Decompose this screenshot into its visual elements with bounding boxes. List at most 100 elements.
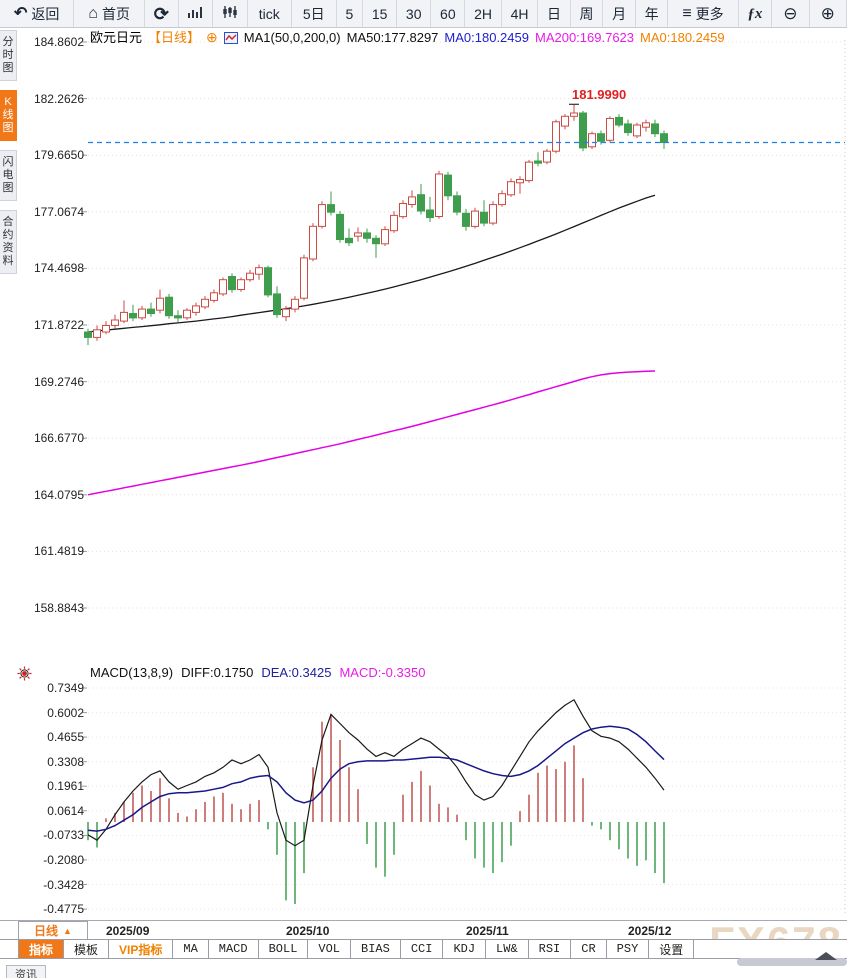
macd-header: MACD(13,8,9) DIFF:0.1750 DEA:0.3425 MACD:-0… xyxy=(90,665,433,680)
zoom-out-icon: ⊖ xyxy=(783,4,798,23)
tab-kdj[interactable]: KDJ xyxy=(443,940,487,958)
horizontal-scrollbar[interactable] xyxy=(737,958,847,966)
toolbar-item-more[interactable]: ≡ 更多 xyxy=(668,0,739,27)
price-axis-tick: 179.6650 xyxy=(33,148,84,163)
toolbar-item-label: 返回 xyxy=(31,5,60,22)
macd-axis-tick: -0.2080 xyxy=(43,852,84,867)
price-axis-tick: 164.0795 xyxy=(33,487,84,502)
toolbar-item-day[interactable]: 日 xyxy=(538,0,571,27)
tab-vip指标[interactable]: VIP指标 xyxy=(109,940,174,958)
toolbar-item-month[interactable]: 月 xyxy=(603,0,636,27)
toolbar-item-label: 月 xyxy=(612,5,627,22)
toolbar-item-30[interactable]: 30 xyxy=(397,0,432,27)
toolbar-item-label: tick xyxy=(258,5,280,22)
price-axis-tick: 182.2626 xyxy=(33,91,84,106)
toolbar-item-back[interactable]: ↶ 返回 xyxy=(0,0,75,27)
chart-header: 欧元日元 【日线】 ⊕ MA1(50,0,200,0) MA50:177.8297 MA0… xyxy=(90,27,731,47)
tab-rsi[interactable]: RSI xyxy=(529,940,572,958)
tab-cr[interactable]: CR xyxy=(571,940,607,958)
macd-axis-tick: 0.4655 xyxy=(47,730,84,745)
toolbar-item-label: 5 xyxy=(345,5,354,22)
panel-collapse-arrow[interactable] xyxy=(815,952,837,960)
toolbar-item-label: 30 xyxy=(405,5,422,22)
high-price-annotation: 181.9990 xyxy=(572,87,627,103)
toolbar-item-week[interactable]: 周 xyxy=(571,0,604,27)
back-icon: ↶ xyxy=(13,5,28,22)
toolbar-item-label: 5日 xyxy=(302,5,325,22)
add-overlay-icon[interactable]: ⊕ xyxy=(206,29,218,45)
chevron-up-icon: ▲ xyxy=(63,925,72,936)
indicator-settings-icon[interactable] xyxy=(17,666,32,686)
macd-diff-value: DIFF:0.1750 xyxy=(181,665,254,680)
macd-axis-tick: 0.3308 xyxy=(47,754,84,769)
toolbar-item-refresh[interactable]: ⟳ xyxy=(145,0,179,27)
toolbar-item-tick[interactable]: tick xyxy=(248,0,292,27)
top-toolbar: ↶ 返回 ⌂ 首页 ⟳ tick 5日 5 15 30 60 2H 4H 日周月年 ≡ 更多 ƒx ⊖ ⊕ xyxy=(0,0,847,28)
ma200-value: MA200:169.7623 xyxy=(534,30,635,45)
toolbar-item-label: 周 xyxy=(579,5,594,22)
macd-axis-tick: 0.1961 xyxy=(47,779,84,794)
macd-axis-tick: 0.7349 xyxy=(47,681,84,695)
fx-icon: ƒx xyxy=(747,5,763,22)
toolbar-item-label: 2H xyxy=(474,5,493,22)
ma50-value: MA50:177.8297 xyxy=(346,30,439,45)
price-axis-tick: 158.8843 xyxy=(33,601,84,615)
date-axis-tick: 2025/12 xyxy=(628,924,672,938)
tab-vol[interactable]: VOL xyxy=(308,940,352,958)
macd-axis-tick: 0.0614 xyxy=(47,803,84,818)
tab-ma[interactable]: MA xyxy=(173,940,209,958)
tab-设置[interactable]: 设置 xyxy=(649,940,695,958)
price-axis-tick: 171.8722 xyxy=(33,318,84,332)
price-axis-tick: 184.8602 xyxy=(33,35,84,49)
ma-chart-icon[interactable] xyxy=(223,32,238,47)
macd-axis-tick: -0.3428 xyxy=(43,877,84,892)
tab-news[interactable]: 资讯 xyxy=(6,965,46,978)
xaxis-band xyxy=(0,920,847,940)
toolbar-item-15[interactable]: 15 xyxy=(363,0,398,27)
macd-settings-label[interactable]: MACD(13,8,9) xyxy=(90,665,174,680)
toolbar-item-zoom-out[interactable]: ⊖ xyxy=(772,0,810,27)
toolbar-item-home[interactable]: ⌂ 首页 xyxy=(74,0,145,27)
indicator-tabbar: 指标 模板 VIP指标 MA MACD BOLL VOL BIAS CCI KDJ LW& RSI CR… xyxy=(0,939,847,959)
toolbar-item-label: 4H xyxy=(510,5,529,22)
toolbar-item-line-chart[interactable] xyxy=(179,0,214,27)
toolbar-item-5d[interactable]: 5日 xyxy=(292,0,337,27)
sidebar-item-contract-info[interactable]: 合约资料 xyxy=(0,210,17,274)
tab-指标[interactable]: 指标 xyxy=(18,940,65,958)
tab-macd[interactable]: MACD xyxy=(209,940,259,958)
toolbar-item-2h[interactable]: 2H xyxy=(465,0,502,27)
period-selector-label: 日线 xyxy=(34,924,59,938)
toolbar-item-60[interactable]: 60 xyxy=(431,0,466,27)
tab-cci[interactable]: CCI xyxy=(401,940,444,958)
macd-axis-tick: 0.6002 xyxy=(47,705,84,720)
toolbar-item-4h[interactable]: 4H xyxy=(502,0,539,27)
toolbar-item-candle-chart[interactable] xyxy=(213,0,248,27)
toolbar-item-label: 更多 xyxy=(695,5,724,22)
tab-模板[interactable]: 模板 xyxy=(64,940,110,958)
price-axis-tick: 161.4819 xyxy=(33,544,84,559)
toolbar-item-year[interactable]: 年 xyxy=(636,0,669,27)
sidebar-item-time-share[interactable]: 分时图 xyxy=(0,30,17,81)
tab-psy[interactable]: PSY xyxy=(607,940,650,958)
toolbar-item-5[interactable]: 5 xyxy=(337,0,364,27)
candle-chart-icon xyxy=(222,5,238,22)
ma-settings-label[interactable]: MA1(50,0,200,0) xyxy=(243,30,341,45)
toolbar-item-fx[interactable]: ƒx xyxy=(739,0,773,27)
tab-boll[interactable]: BOLL xyxy=(259,940,309,958)
refresh-icon: ⟳ xyxy=(153,3,169,24)
tab-lw&[interactable]: LW& xyxy=(486,940,529,958)
toolbar-item-label: 年 xyxy=(644,5,659,22)
sidebar-item-lightning[interactable]: 闪电图 xyxy=(0,150,17,201)
macd-axis-tick: -0.0733 xyxy=(43,828,84,843)
period-selector[interactable]: 日线 ▲ xyxy=(18,921,88,940)
toolbar-item-zoom-in[interactable]: ⊕ xyxy=(810,0,847,27)
tab-bias[interactable]: BIAS xyxy=(351,940,401,958)
date-axis-tick: 2025/09 xyxy=(106,924,150,938)
ma0-blue-value: MA0:180.2459 xyxy=(444,30,529,45)
macd-axis-tick: -0.4775 xyxy=(43,902,84,917)
period-tag: 【日线】 xyxy=(148,30,201,45)
